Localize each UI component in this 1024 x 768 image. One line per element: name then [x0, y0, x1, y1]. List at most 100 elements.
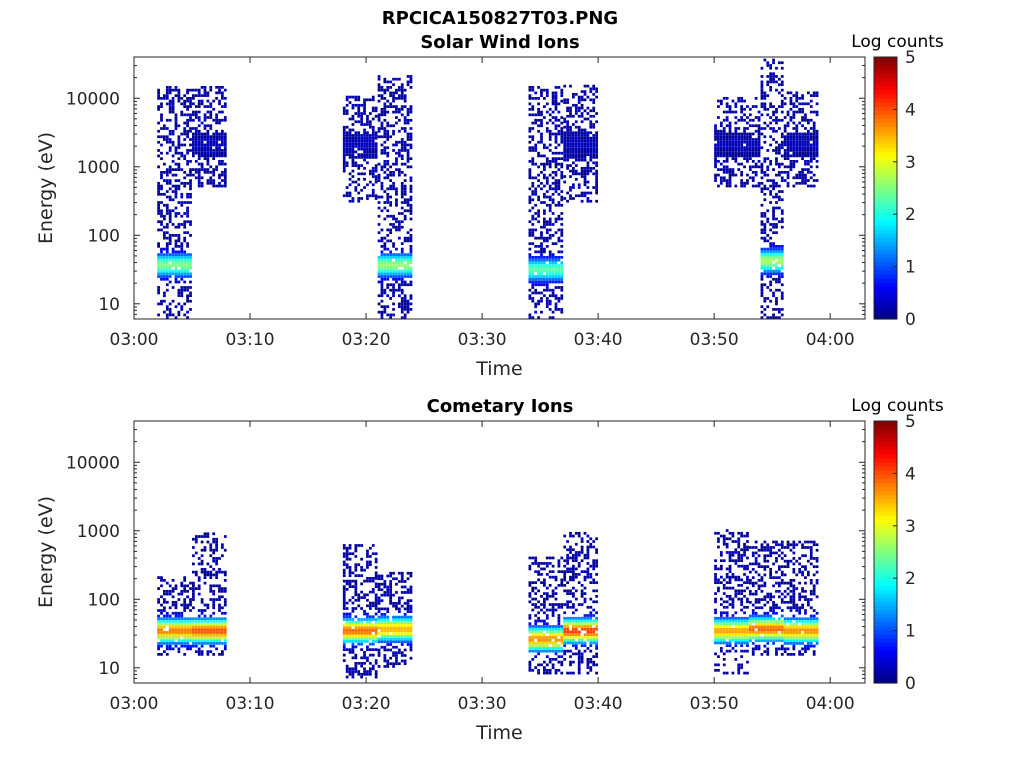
spectrogram-cell	[163, 275, 166, 278]
spectrogram-cell	[551, 151, 555, 155]
spectrogram-cell	[192, 546, 195, 549]
spectrogram-cell	[342, 571, 346, 575]
spectrogram-cell	[392, 615, 395, 619]
spectrogram-cell	[569, 622, 572, 626]
spectrogram-cell	[569, 616, 572, 620]
spectrogram-cell	[215, 121, 218, 125]
spectrogram-cell	[374, 557, 378, 561]
spectrogram-cell	[200, 143, 204, 147]
spectrogram-cell	[540, 124, 543, 128]
spectrogram-cell	[380, 275, 384, 278]
spectrogram-cell	[777, 247, 781, 251]
spectrogram-cell	[586, 625, 590, 628]
spectrogram-cell	[806, 179, 810, 182]
spectrogram-cell	[377, 118, 381, 122]
spectrogram-cell	[545, 614, 549, 617]
spectrogram-cell	[580, 103, 584, 107]
spectrogram-cell	[180, 589, 184, 593]
spectrogram-cell	[203, 570, 207, 574]
spectrogram-cell	[157, 165, 160, 169]
spectrogram-cell	[780, 255, 784, 259]
spectrogram-cell	[543, 660, 546, 664]
spectrogram-cell	[569, 638, 572, 642]
spectrogram-cell	[551, 212, 555, 215]
spectrogram-cell	[560, 578, 564, 582]
spectrogram-cell	[740, 140, 744, 144]
spectrogram-cell	[160, 275, 163, 278]
spectrogram-cell	[766, 275, 770, 278]
spectrogram-cell	[403, 308, 407, 311]
spectrogram-cell	[197, 102, 201, 106]
spectrogram-cell	[342, 626, 346, 630]
spectrogram-cell	[548, 649, 552, 653]
spectrogram-cell	[163, 217, 166, 221]
spectrogram-cell	[395, 651, 398, 655]
spectrogram-cell	[714, 165, 717, 169]
spectrogram-cell	[589, 98, 593, 102]
spectrogram-cell	[714, 151, 717, 155]
spectrogram-cell	[780, 261, 784, 265]
spectrogram-cell	[197, 94, 201, 97]
spectrogram-cell	[580, 106, 584, 110]
spectrogram-cell	[574, 627, 578, 631]
spectrogram-cell	[760, 250, 764, 254]
spectrogram-cell	[589, 109, 593, 113]
spectrogram-cell	[223, 625, 227, 629]
spectrogram-cell	[769, 280, 773, 284]
spectrogram-cell	[360, 648, 364, 652]
spectrogram-cell	[215, 165, 218, 169]
spectrogram-cell	[348, 194, 352, 198]
spectrogram-cell	[528, 102, 532, 106]
spectrogram-cell	[777, 266, 781, 270]
spectrogram-cell	[740, 184, 744, 188]
spectrogram-cell	[189, 581, 192, 585]
spectrogram-cell	[722, 159, 726, 163]
spectrogram-cell	[563, 622, 567, 626]
spectrogram-cell	[383, 110, 387, 114]
spectrogram-cell	[163, 579, 166, 582]
spectrogram-cell	[548, 668, 552, 672]
spectrogram-cell	[537, 258, 540, 262]
spectrogram-cell	[583, 592, 587, 595]
spectrogram-cell	[218, 85, 221, 89]
spectrogram-cell	[189, 181, 192, 185]
spectrogram-cell	[383, 277, 387, 281]
spectrogram-cell	[395, 615, 398, 619]
spectrogram-cell	[392, 277, 395, 281]
spectrogram-cell	[580, 625, 584, 628]
spectrogram-cell	[717, 149, 720, 152]
spectrogram-cell	[580, 175, 584, 178]
colorbar-segment	[874, 163, 897, 169]
spectrogram-cell	[221, 85, 224, 89]
spectrogram-cell	[574, 164, 578, 167]
spectrogram-cell	[395, 157, 398, 161]
spectrogram-cell	[795, 181, 799, 185]
spectrogram-cell	[537, 671, 540, 675]
spectrogram-cell	[409, 77, 413, 81]
spectrogram-cell	[157, 636, 160, 640]
spectrogram-cell	[409, 105, 413, 108]
spectrogram-cell	[160, 584, 163, 588]
spectrogram-cell	[174, 127, 178, 130]
spectrogram-cell	[554, 302, 558, 306]
spectrogram-cell	[815, 138, 819, 141]
spectrogram-cell	[812, 157, 816, 160]
spectrogram-cell	[180, 132, 184, 136]
spectrogram-cell	[403, 201, 407, 204]
spectrogram-cell	[392, 626, 395, 630]
spectrogram-cell	[545, 597, 549, 601]
spectrogram-cell	[583, 84, 587, 88]
spectrogram-cell	[397, 580, 401, 583]
spectrogram-cell	[403, 253, 407, 256]
spectrogram-cell	[740, 96, 744, 100]
spectrogram-cell	[740, 173, 744, 177]
colorbar-segment	[874, 118, 897, 124]
spectrogram-cell	[804, 140, 807, 144]
colorbar-segment	[874, 298, 897, 304]
spectrogram-cell	[380, 195, 384, 199]
spectrogram-cell	[717, 143, 720, 147]
spectrogram-cell	[403, 618, 407, 622]
spectrogram-cell	[212, 600, 216, 604]
spectrogram-cell	[366, 645, 369, 649]
